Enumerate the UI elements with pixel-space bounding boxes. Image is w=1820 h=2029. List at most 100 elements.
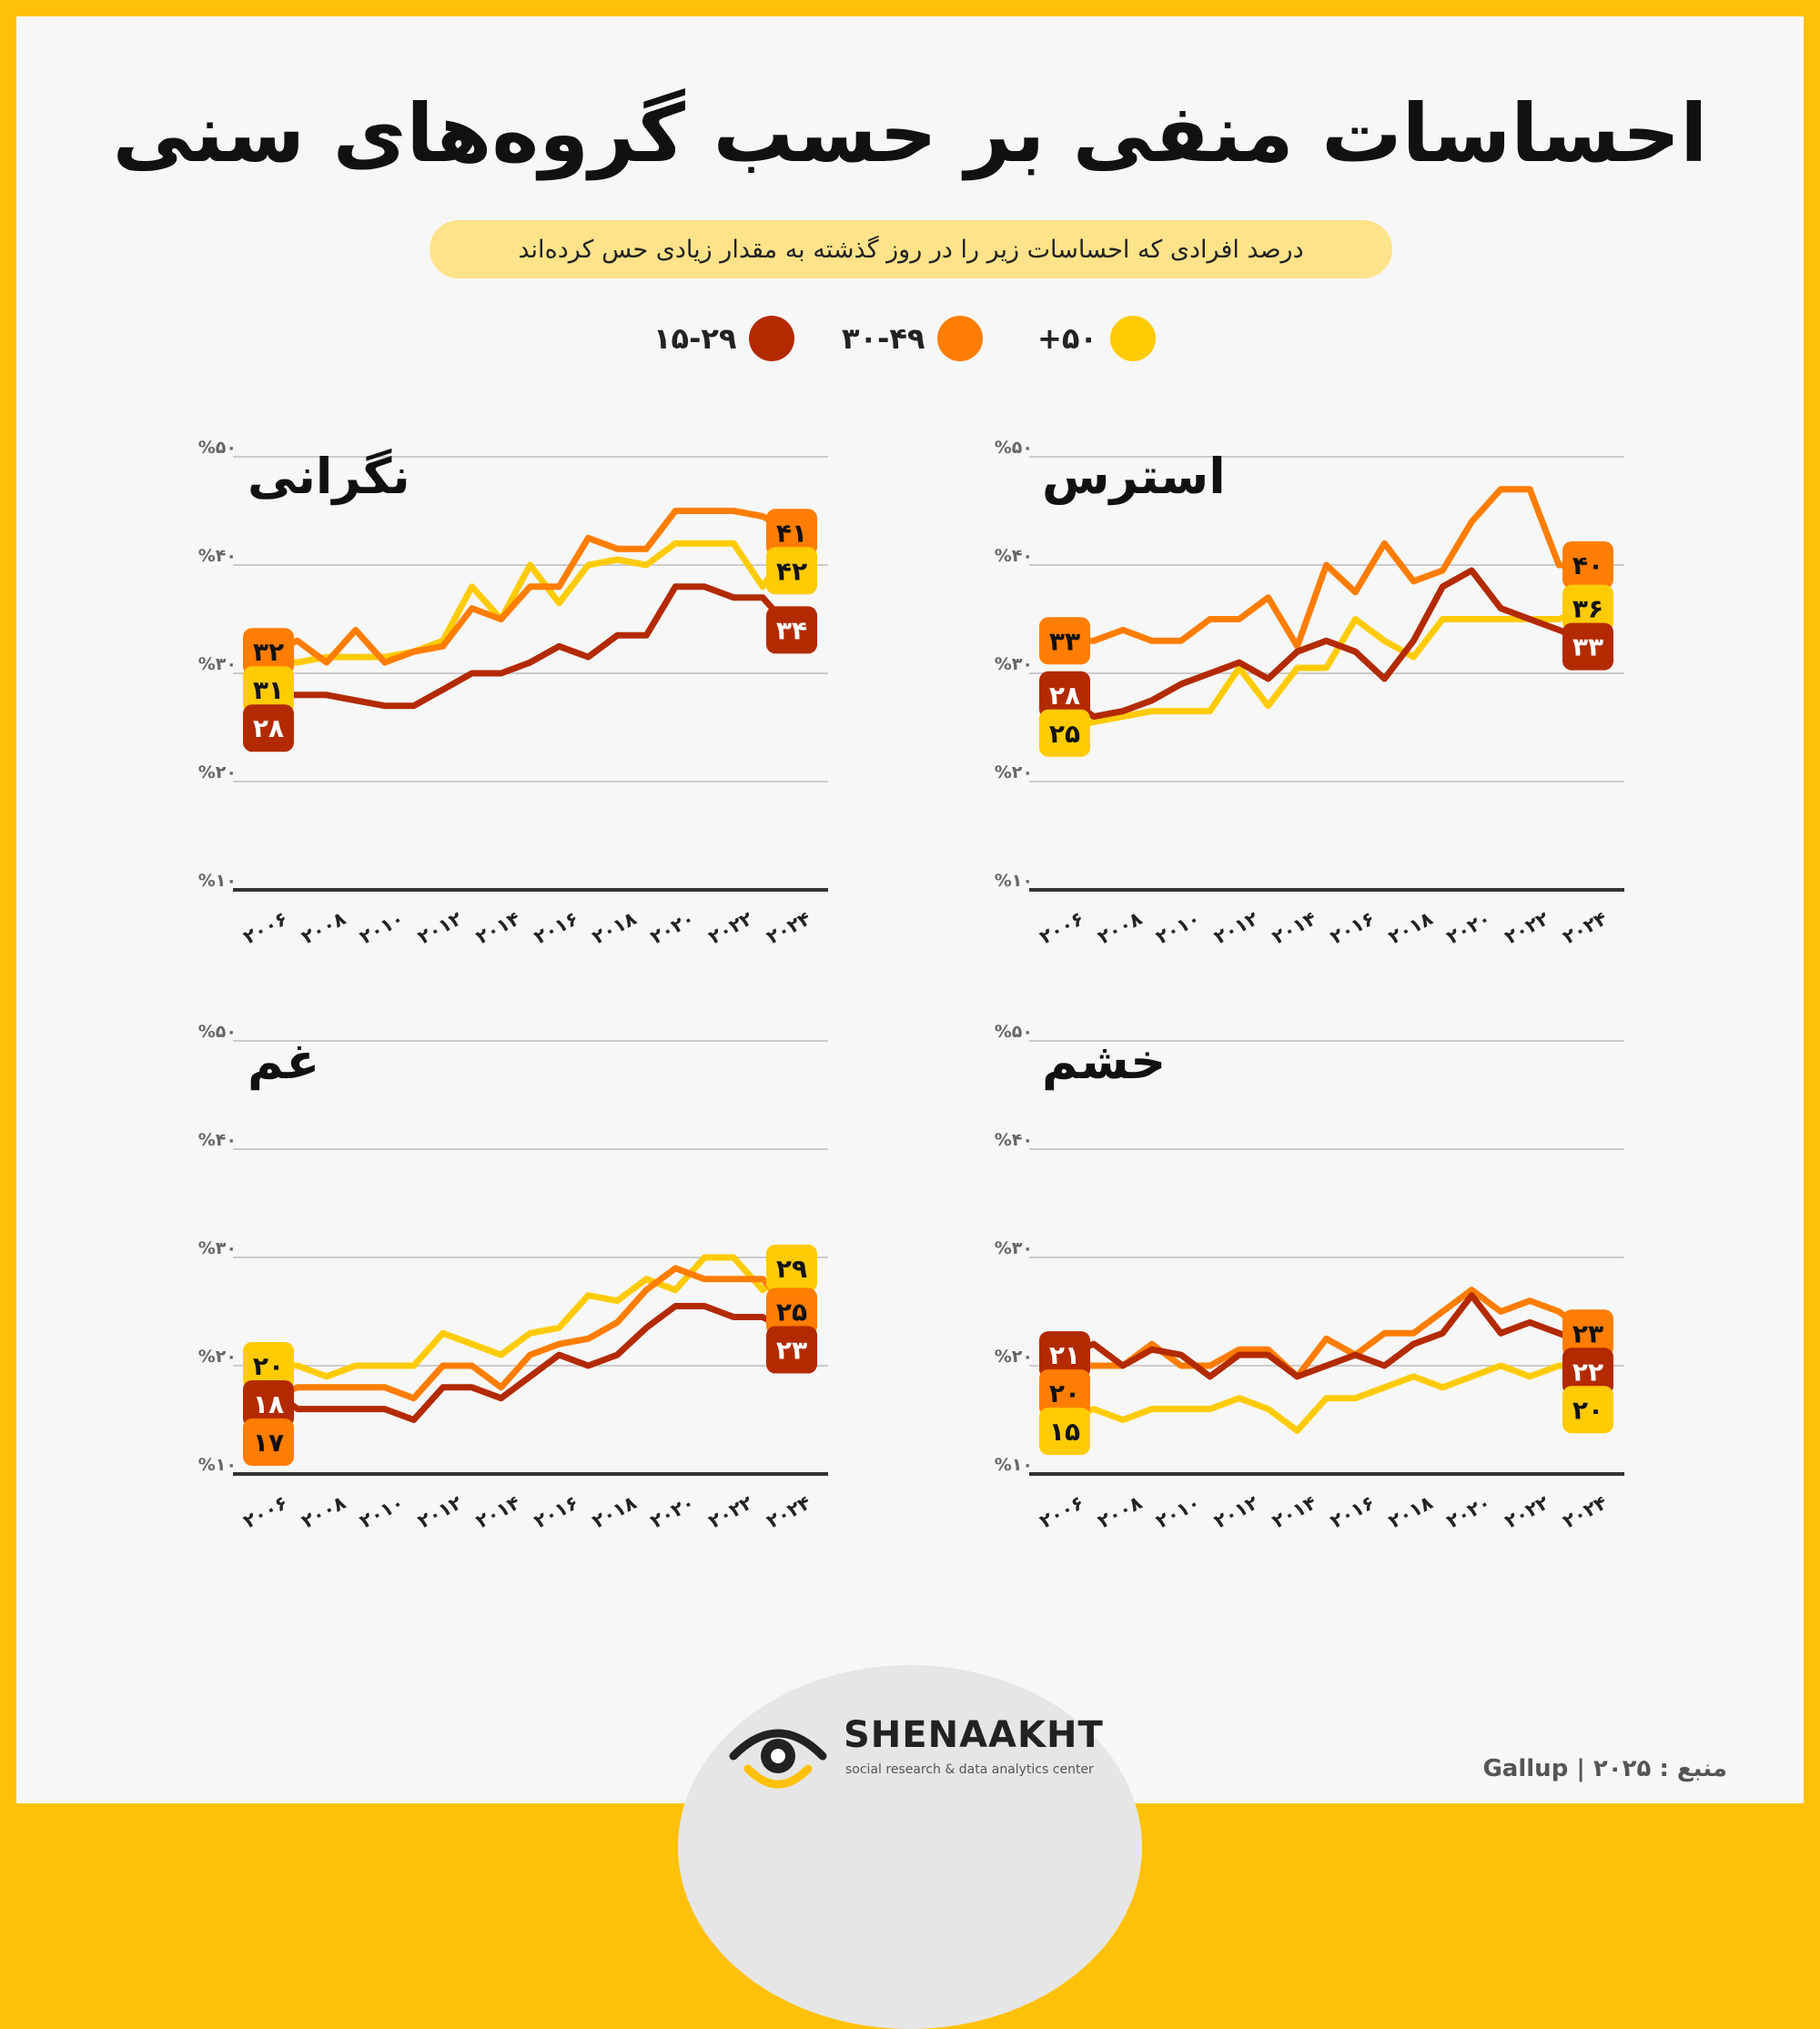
y-tick-label: %۳۰ (198, 654, 237, 674)
value-badge (1562, 622, 1613, 671)
x-tick-label: ۲۰۱۰ (356, 1491, 408, 1532)
x-tick-label: ۲۰۱۲ (1210, 1491, 1262, 1532)
value-label: ۲۰ (1572, 1395, 1603, 1425)
value-label: ۱۸ (253, 1389, 284, 1419)
legend-item-30-49: ۳۰-۴۹ (842, 314, 984, 363)
x-tick-label: ۲۰۱۶ (1327, 907, 1379, 948)
x-tick-label: ۲۰۰۶ (239, 1491, 291, 1532)
y-tick-label: %۵۰ (198, 438, 237, 458)
x-tick-label: ۲۰۱۰ (1152, 907, 1204, 948)
legend-swatch (1109, 316, 1156, 361)
series-line (265, 508, 795, 666)
series-line (265, 1265, 795, 1402)
series-line (1061, 605, 1592, 731)
series-line (1061, 1362, 1592, 1434)
value-badge (1562, 1386, 1613, 1434)
value-label: ۳۳ (1049, 626, 1080, 656)
value-badge (766, 606, 817, 654)
page-title: احساسات منفی بر حسب گروه‌های سنی (112, 86, 1708, 180)
value-label: ۴۲ (776, 556, 807, 586)
x-tick-label: ۲۰۲۴ (1559, 907, 1611, 948)
x-tick-label: ۲۰۲۰ (1443, 1491, 1495, 1532)
value-label: ۲۵ (1049, 719, 1080, 749)
chart-title: استرس (1042, 448, 1226, 505)
x-tick-label: ۲۰۲۰ (647, 907, 699, 948)
legend-swatch (937, 316, 984, 361)
value-label: ۲۰ (253, 1351, 284, 1381)
value-label: ۴۱ (776, 518, 807, 548)
value-label: ۴۰ (1572, 550, 1603, 580)
subtitle-pill: درصد افرادی که احساسات زیر را در روز گذش… (430, 220, 1392, 278)
x-tick-label: ۲۰۲۰ (1443, 907, 1495, 948)
x-tick-label: ۲۰۰۶ (1036, 1491, 1087, 1532)
series-line (1061, 1292, 1592, 1380)
x-tick-label: ۲۰۱۰ (356, 907, 408, 948)
x-tick-label: ۲۰۰۸ (298, 1491, 349, 1532)
value-label: ۲۸ (1049, 681, 1080, 711)
value-label: ۳۴ (776, 615, 807, 645)
y-tick-label: %۳۰ (995, 1238, 1033, 1258)
legend-label: ۱۵-۲۹ (653, 321, 737, 356)
x-tick-label: ۲۰۰۸ (298, 907, 349, 948)
value-badge (1562, 1309, 1613, 1358)
y-tick-label: %۲۰ (995, 1347, 1033, 1367)
x-tick-label: ۲۰۱۶ (531, 907, 582, 948)
x-tick-label: ۲۰۱۴ (472, 907, 524, 948)
value-badge (1562, 1348, 1613, 1396)
x-tick-label: ۲۰۱۲ (414, 907, 466, 948)
value-label: ۱۷ (253, 1428, 284, 1458)
x-tick-label: ۲۰۰۸ (1094, 1491, 1146, 1532)
value-badge (243, 1342, 294, 1389)
brand-tagline: social research & data analytics center (845, 1762, 1094, 1777)
value-label: ۲۳ (1572, 1318, 1603, 1348)
legend-label: +۵۰ (1037, 321, 1097, 356)
chart-title: نگرانی (248, 448, 410, 505)
value-label: ۳۲ (253, 637, 284, 667)
series-line (1061, 1287, 1592, 1380)
value-label: ۲۰ (1049, 1378, 1080, 1408)
y-tick-label: %۳۰ (995, 654, 1033, 674)
value-label: ۳۶ (1572, 594, 1603, 624)
chart-title: غم (248, 1033, 319, 1090)
series-line (1061, 486, 1592, 650)
value-badge (1039, 671, 1090, 719)
x-tick-label: ۲۰۱۲ (414, 1491, 466, 1532)
y-tick-label: %۵۰ (995, 1022, 1033, 1042)
subtitle: درصد افرادی که احساسات زیر را در روز گذش… (518, 235, 1304, 264)
value-badge (766, 1244, 817, 1292)
x-tick-label: ۲۰۱۸ (589, 1491, 641, 1532)
series-line (265, 540, 795, 666)
y-tick-label: %۱۰ (198, 871, 237, 891)
value-badge (1039, 617, 1090, 665)
value-badge (243, 666, 294, 714)
y-tick-label: %۵۰ (198, 1022, 237, 1042)
y-tick-label: %۱۰ (995, 1455, 1033, 1475)
value-badge (1562, 584, 1613, 632)
y-tick-label: %۱۰ (198, 1455, 237, 1475)
brand-name: SHENAAKHT (844, 1714, 1104, 1756)
x-tick-label: ۲۰۱۶ (1327, 1491, 1379, 1532)
chart-title: خشم (1042, 1033, 1166, 1090)
y-tick-label: %۵۰ (995, 438, 1033, 458)
legend-label: ۳۰-۴۹ (842, 321, 925, 356)
value-badge (1039, 709, 1090, 757)
x-tick-label: ۲۰۲۲ (1502, 907, 1553, 948)
x-tick-label: ۲۰۱۲ (1210, 907, 1262, 948)
legend-item-15-29: ۱۵-۲۹ (653, 314, 795, 363)
value-badge (243, 1380, 294, 1428)
y-tick-label: %۲۰ (995, 762, 1033, 782)
value-badge (766, 1326, 817, 1374)
value-label: ۲۱ (1049, 1340, 1080, 1370)
value-label: ۲۲ (1572, 1357, 1603, 1387)
value-badge (243, 1418, 294, 1466)
value-label: ۲۹ (776, 1254, 807, 1284)
y-tick-label: %۳۰ (198, 1238, 237, 1258)
x-tick-label: ۲۰۰۸ (1094, 907, 1146, 948)
x-tick-label: ۲۰۱۰ (1152, 1491, 1204, 1532)
value-label: ۲۸ (253, 713, 284, 743)
value-badge (243, 628, 294, 676)
